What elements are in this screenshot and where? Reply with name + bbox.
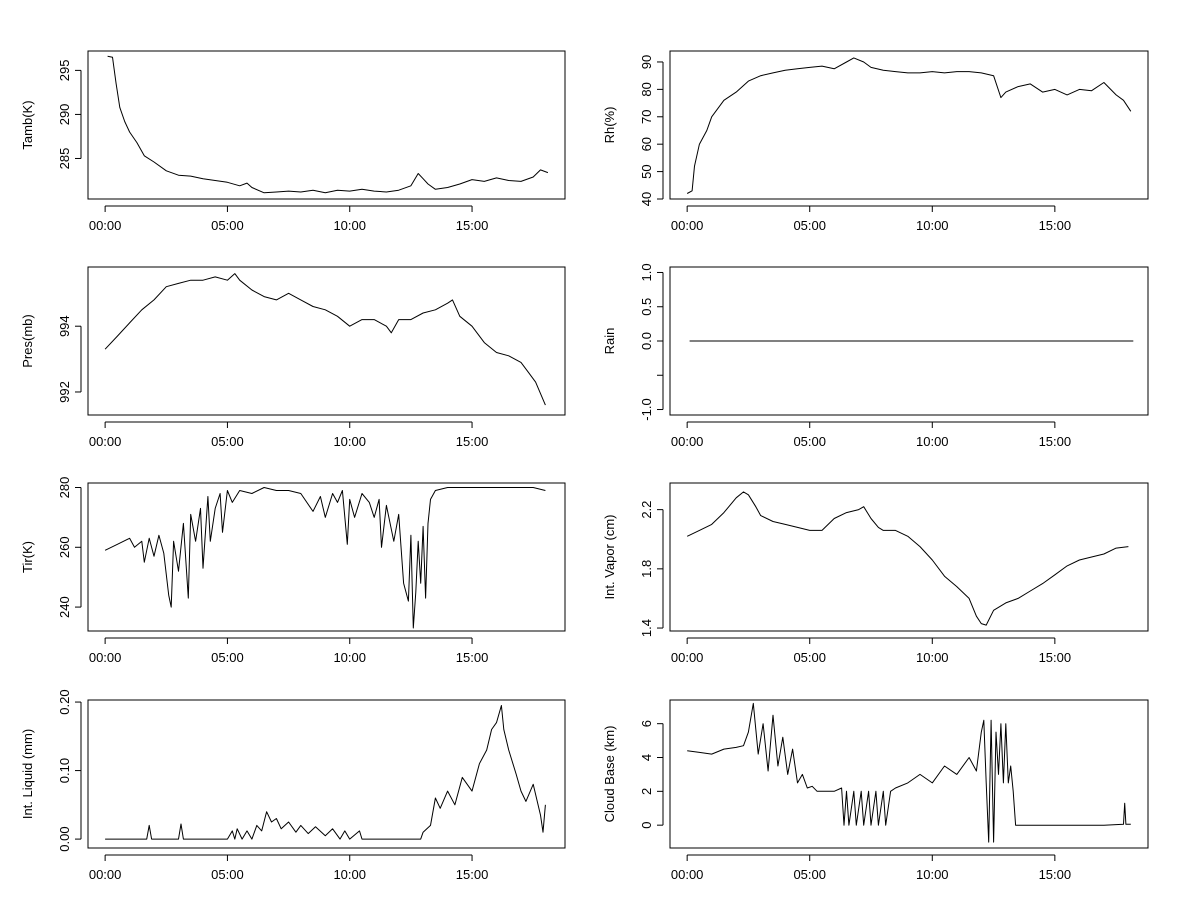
y-tick-label: 2.2 [639,501,654,519]
panel-int-vapor: 00:00 05:00 10:00 15:00 1.4 1.8 2.2 Int. Vapor … [602,482,1149,665]
y-tick-label: 90 [639,55,654,69]
y-tick-label: 40 [639,192,654,206]
plot-frame [669,266,1149,416]
y-axis-label: Rain [602,328,617,355]
x-tick-label: 15:00 [1039,218,1072,233]
y-tick-label: 994 [57,315,72,337]
x-tick-label: 15:00 [456,434,489,449]
plot-frame [87,699,566,849]
y-tick-label: 70 [639,110,654,124]
x-tick-label: 05:00 [211,650,244,665]
y-axis-label: Cloud Base (km) [602,726,617,823]
x-tick-label: 05:00 [211,218,244,233]
panel-tir: 00:00 05:00 10:00 15:00 240 260 280 Tir(K) [20,477,566,665]
panel-pres: 00:00 05:00 10:00 15:00 992 994 Pres(mb) [20,266,566,449]
series-line [686,491,1129,626]
plot-frame [87,266,566,416]
y-tick-label: 2 [639,788,654,795]
x-tick-label: 00:00 [89,218,122,233]
x-tick-label: 10:00 [916,867,949,882]
series-line [107,55,549,194]
series-line [105,705,546,840]
y-tick-label: 80 [639,82,654,96]
y-axis-label: Int. Vapor (cm) [602,514,617,599]
x-tick-label: 10:00 [333,218,366,233]
y-tick-label: -1.0 [639,398,654,420]
x-tick-label: 05:00 [211,434,244,449]
y-tick-label: 240 [57,596,72,618]
y-axis-label: Int. Liquid (mm) [20,729,35,819]
x-tick-label: 05:00 [793,434,826,449]
plot-frame [669,699,1149,849]
x-tick-label: 00:00 [671,867,704,882]
x-tick-label: 15:00 [1039,650,1072,665]
x-tick-label: 10:00 [333,650,366,665]
y-tick-label: 992 [57,381,72,403]
plot-frame [669,482,1149,632]
x-tick-label: 05:00 [793,218,826,233]
series-line [104,487,546,629]
panel-rain: 00:00 05:00 10:00 15:00 -1.0 0.0 0.5 1.0 Rain [602,263,1149,449]
x-tick-label: 10:00 [916,650,949,665]
y-tick-label: 0.0 [639,332,654,350]
y-tick-label: 295 [57,60,72,82]
y-tick-label: 0.10 [57,758,72,783]
y-tick-label: 0.5 [639,298,654,316]
x-tick-label: 05:00 [793,867,826,882]
y-axis-label: Pres(mb) [20,314,35,367]
y-tick-label: 260 [57,536,72,558]
x-tick-label: 10:00 [916,434,949,449]
y-tick-label: 50 [639,164,654,178]
plot-frame [669,50,1149,200]
x-tick-label: 05:00 [793,650,826,665]
y-tick-label: 6 [639,720,654,727]
x-tick-label: 15:00 [456,867,489,882]
y-tick-label: 0.00 [57,826,72,851]
x-tick-label: 15:00 [1039,867,1072,882]
panel-cloud-base: 00:00 05:00 10:00 15:00 0 2 4 6 Cloud Base (km) [602,699,1149,882]
y-tick-label: 4 [639,754,654,761]
series-line [104,273,546,406]
y-tick-label: 1.4 [639,619,654,637]
y-tick-label: 280 [57,477,72,499]
x-tick-label: 05:00 [211,867,244,882]
y-tick-label: 1.8 [639,560,654,578]
panel-tamb: 00:00 05:00 10:00 15:00 285 290 295 Tamb(K) [20,50,566,233]
plot-frame [87,50,566,200]
y-tick-label: 60 [639,137,654,151]
y-tick-label: 1.0 [639,263,654,281]
y-axis-label: Tamb(K) [20,100,35,149]
y-tick-label: 290 [57,104,72,126]
plot-frame [87,482,566,632]
y-tick-label: 0.20 [57,689,72,714]
x-tick-label: 00:00 [671,434,704,449]
series-line [687,702,1131,843]
x-tick-label: 00:00 [671,218,704,233]
x-tick-label: 10:00 [333,434,366,449]
series-line [686,57,1132,194]
y-tick-label: 0 [639,822,654,829]
panel-int-liquid: 00:00 05:00 10:00 15:00 0.00 0.10 0.20 Int. Liq… [20,689,566,882]
x-tick-label: 15:00 [456,218,489,233]
panel-rh: 00:00 05:00 10:00 15:00 40 50 60 70 80 90 Rh(%) [602,50,1149,233]
x-tick-label: 00:00 [671,650,704,665]
y-axis-label: Rh(%) [602,107,617,144]
x-tick-label: 10:00 [333,867,366,882]
x-tick-label: 10:00 [916,218,949,233]
x-tick-label: 15:00 [456,650,489,665]
x-tick-label: 15:00 [1039,434,1072,449]
y-axis-label: Tir(K) [20,541,35,573]
y-tick-label: 285 [57,148,72,170]
x-tick-label: 00:00 [89,650,122,665]
x-tick-label: 00:00 [89,434,122,449]
x-tick-label: 00:00 [89,867,122,882]
